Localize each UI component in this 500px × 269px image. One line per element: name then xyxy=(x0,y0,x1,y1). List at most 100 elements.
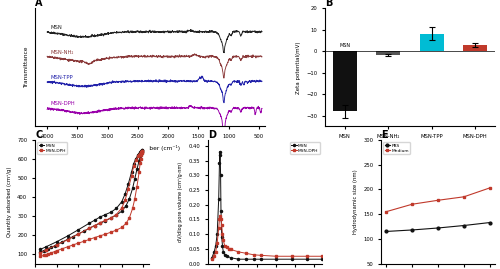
MSN-DPH xyxy=(132,197,138,200)
MSN-DPH xyxy=(48,251,54,254)
Legend: PBS, Medium: PBS, Medium xyxy=(384,142,410,154)
MSN xyxy=(119,210,125,213)
MSN xyxy=(224,255,230,258)
MSN xyxy=(137,154,143,158)
MSN-DPH xyxy=(258,254,264,257)
MSN-DPH xyxy=(274,255,280,258)
Medium xyxy=(487,186,493,189)
MSN xyxy=(216,162,222,165)
MSN xyxy=(216,197,222,200)
MSN xyxy=(126,197,132,200)
MSN xyxy=(214,232,220,236)
MSN-DPH xyxy=(288,255,294,258)
MSN xyxy=(138,151,144,154)
Line: MSN: MSN xyxy=(40,149,144,253)
MSN-DPH xyxy=(97,234,103,238)
MSN xyxy=(40,249,46,252)
MSN xyxy=(218,235,224,239)
MSN-DPH xyxy=(108,231,114,234)
Text: MSN: MSN xyxy=(339,43,350,48)
MSN xyxy=(218,209,224,212)
MSN-DPH xyxy=(140,150,145,153)
MSN-DPH xyxy=(216,218,222,221)
MSN xyxy=(319,258,325,261)
MSN-DPH xyxy=(218,218,224,221)
Line: MSN-DPH: MSN-DPH xyxy=(40,150,144,257)
Legend: MSN, MSN-DPH: MSN, MSN-DPH xyxy=(290,142,320,154)
Text: MSN-DPH: MSN-DPH xyxy=(50,101,75,106)
MSN-DPH xyxy=(214,241,220,245)
MSN-DPH xyxy=(212,250,218,253)
MSN xyxy=(258,258,264,261)
MSN xyxy=(81,230,87,233)
MSN xyxy=(59,240,65,244)
MSN xyxy=(211,250,217,253)
MSN-DPH xyxy=(211,255,217,258)
MSN xyxy=(102,219,108,222)
MSN xyxy=(38,250,44,253)
PBS xyxy=(384,230,390,233)
MSN-DPH xyxy=(138,157,143,161)
MSN xyxy=(250,258,256,261)
MSN-DPH xyxy=(59,247,65,250)
Medium xyxy=(384,210,390,213)
MSN xyxy=(140,149,145,152)
Text: C: C xyxy=(35,130,42,140)
Text: D: D xyxy=(208,130,216,140)
Bar xyxy=(376,51,400,55)
MSN-DPH xyxy=(138,154,144,157)
MSN-DPH xyxy=(243,252,249,255)
Text: B: B xyxy=(325,0,332,8)
MSN xyxy=(217,153,223,156)
MSN xyxy=(220,244,226,247)
MSN-DPH xyxy=(81,240,87,243)
MSN-DPH xyxy=(136,171,142,174)
MSN-DPH xyxy=(220,232,226,236)
Text: MSN-NH₂: MSN-NH₂ xyxy=(50,50,74,55)
MSN xyxy=(288,258,294,261)
MSN-DPH xyxy=(130,207,136,210)
MSN xyxy=(236,258,242,261)
Legend: MSN, MSN-DPH: MSN, MSN-DPH xyxy=(37,142,67,154)
MSN xyxy=(132,177,138,180)
Y-axis label: dV/dlog pore volume (cm³/g·nm): dV/dlog pore volume (cm³/g·nm) xyxy=(178,162,183,242)
MSN xyxy=(139,150,145,153)
MSN-DPH xyxy=(52,250,58,253)
MSN-DPH xyxy=(137,161,143,164)
MSN xyxy=(243,258,249,261)
MSN xyxy=(217,150,223,153)
MSN xyxy=(123,204,129,207)
MSN-DPH xyxy=(218,224,224,227)
Medium xyxy=(461,195,467,199)
MSN-DPH xyxy=(54,249,60,252)
MSN-DPH xyxy=(209,258,215,261)
MSN xyxy=(218,174,224,177)
Bar xyxy=(332,51,356,111)
MSN-DPH xyxy=(304,255,310,258)
MSN xyxy=(222,253,228,256)
MSN xyxy=(212,244,218,247)
Line: PBS: PBS xyxy=(385,221,491,233)
MSN xyxy=(86,227,92,230)
Line: MSN: MSN xyxy=(211,151,323,260)
MSN xyxy=(70,235,76,238)
MSN xyxy=(52,244,58,247)
MSN-DPH xyxy=(134,185,140,188)
Bar xyxy=(420,34,444,51)
MSN-DPH xyxy=(38,255,44,258)
MSN-DPH xyxy=(319,255,325,258)
MSN xyxy=(130,187,136,190)
MSN-DPH xyxy=(126,216,132,220)
MSN-DPH xyxy=(222,244,228,247)
MSN-DPH xyxy=(139,152,145,155)
MSN xyxy=(54,243,60,246)
MSN-DPH xyxy=(86,238,92,241)
Y-axis label: Quantity adsorbed (cm³/g): Quantity adsorbed (cm³/g) xyxy=(6,167,12,237)
MSN-DPH xyxy=(250,253,256,256)
PBS xyxy=(461,224,467,227)
MSN xyxy=(138,153,143,156)
MSN-DPH xyxy=(64,245,70,249)
MSN xyxy=(64,238,70,241)
MSN-DPH xyxy=(236,250,242,253)
MSN-DPH xyxy=(43,253,49,256)
